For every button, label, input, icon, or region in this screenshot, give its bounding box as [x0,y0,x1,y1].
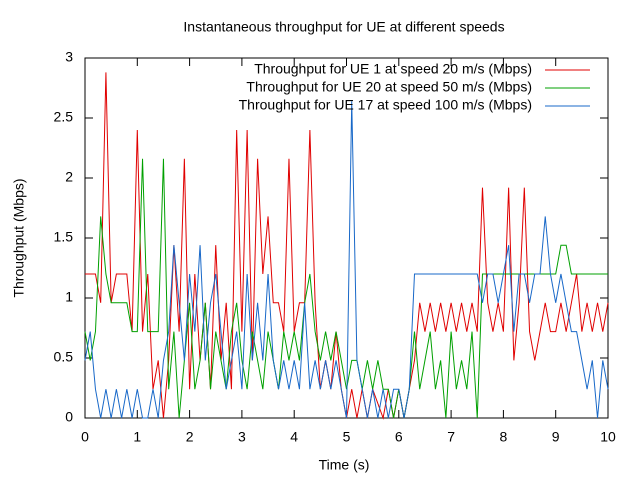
legend-label: Throughput for UE 1 at speed 20 m/s (Mbp… [254,61,532,77]
chart-title: Instantaneous throughput for UE at diffe… [183,19,504,35]
legend-label: Throughput for UE 17 at speed 100 m/s (M… [239,97,532,113]
x-axis-label: Time (s) [319,457,370,473]
legend-label: Throughput for UE 20 at speed 50 m/s (Mb… [246,79,532,95]
x-tick-label: 8 [500,429,508,445]
y-tick-label: 3 [65,49,73,65]
y-axis-label: Throughput (Mbps) [11,178,27,297]
x-tick-label: 7 [447,429,455,445]
x-tick-label: 1 [133,429,141,445]
x-tick-label: 4 [290,429,298,445]
x-tick-label: 2 [186,429,194,445]
x-tick-label: 10 [600,429,616,445]
y-tick-label: 1.5 [54,229,74,245]
x-tick-label: 9 [552,429,560,445]
y-tick-label: 2.5 [54,109,74,125]
y-tick-label: 0 [65,409,73,425]
y-tick-label: 2 [65,169,73,185]
y-tick-label: 0.5 [54,349,74,365]
x-tick-label: 6 [395,429,403,445]
x-tick-label: 5 [343,429,351,445]
x-tick-label: 3 [238,429,246,445]
series-line [84,101,609,419]
x-tick-label: 0 [81,429,89,445]
y-tick-label: 1 [65,289,73,305]
